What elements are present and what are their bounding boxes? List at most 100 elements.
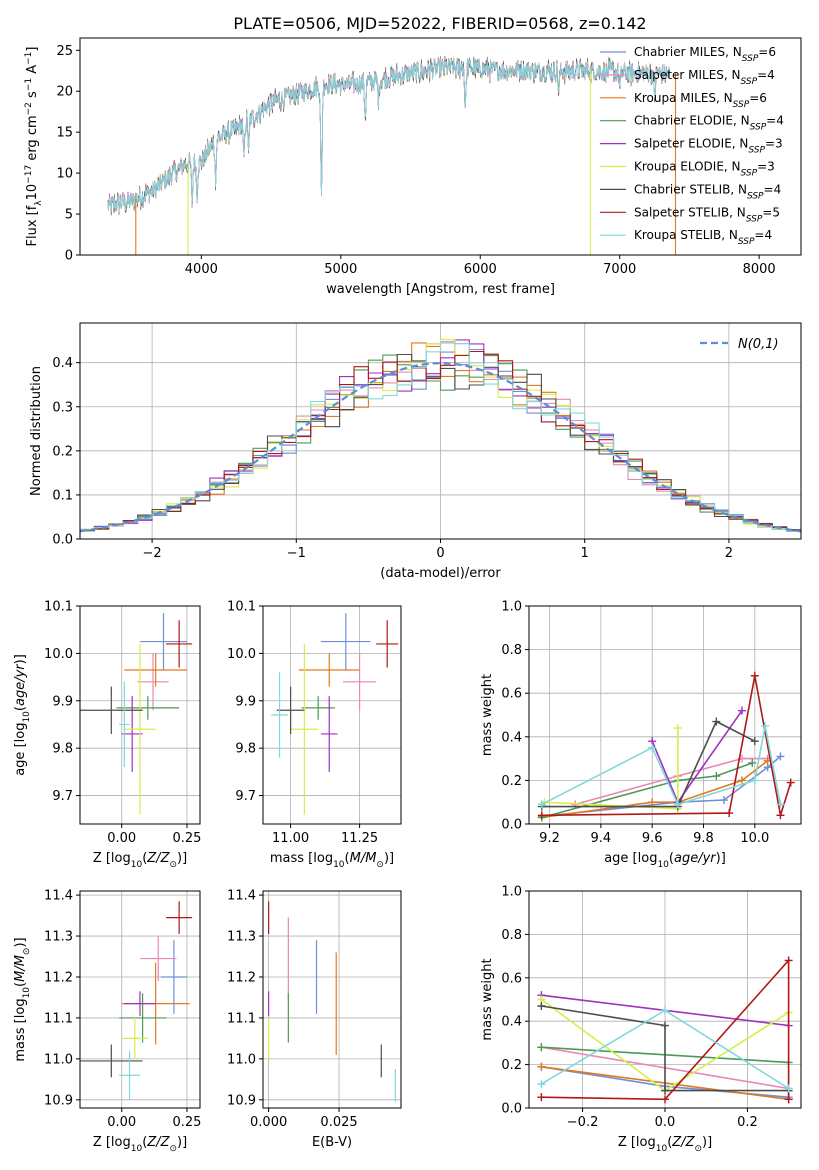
errorbar-point bbox=[119, 681, 130, 768]
x-tick-label: 9.6 bbox=[642, 831, 663, 846]
y-axis-label: Normed distribution bbox=[29, 366, 44, 496]
weight-marker bbox=[725, 809, 734, 818]
panel-mass_weight_vs_Z: −0.2 0.0 0.2 0.0 0.2 0.4 0.6 0.8 1.0 Z [log10(Z/Z… bbox=[480, 885, 802, 1154]
x-tick-label: 9.8 bbox=[693, 831, 714, 846]
errorbar-point bbox=[121, 1017, 148, 1059]
weight-marker bbox=[537, 1080, 546, 1089]
errorbar-point bbox=[166, 620, 193, 668]
weight-marker bbox=[537, 811, 546, 820]
panel-spectrum: 4000 5000 6000 7000 8000 0 5 10 15 20 25 wavelength… bbox=[24, 37, 802, 297]
weight-line-salpeter-stelib bbox=[541, 958, 790, 1101]
y-tick-label: 10.9 bbox=[44, 1093, 73, 1108]
x-tick-label: −2 bbox=[143, 546, 162, 561]
legend-nssp: 6 bbox=[768, 45, 776, 59]
y-axis-label: mass [log10(M/M⊙)] bbox=[13, 937, 32, 1061]
x-axis-label: E(B-V) bbox=[312, 1135, 352, 1150]
weight-marker bbox=[537, 1062, 546, 1071]
legend-label: N(0,1) bbox=[738, 337, 779, 352]
y-tick-label: 11.3 bbox=[44, 930, 73, 945]
errorbar-point bbox=[166, 901, 193, 934]
x-axis-label: wavelength [Angstrom, rest frame] bbox=[326, 282, 555, 297]
y-axis-label: mass weight bbox=[480, 674, 495, 756]
weight-line-kroupa-stelib bbox=[541, 725, 782, 806]
axes-frame bbox=[262, 890, 402, 1109]
x-axis-label: Z [log10(Z/Z⊙)] bbox=[93, 1135, 187, 1154]
weight-marker bbox=[712, 772, 721, 781]
x-axis-label: age [log10(age/yr)] bbox=[604, 851, 726, 870]
errorbar-point bbox=[137, 653, 169, 711]
weight-marker bbox=[784, 1084, 793, 1093]
y-tick-label: 0.0 bbox=[501, 818, 522, 833]
x-tick-label: 0 bbox=[436, 546, 444, 561]
weight-marker bbox=[648, 798, 657, 807]
weight-marker bbox=[786, 778, 795, 787]
weight-marker bbox=[784, 1095, 793, 1104]
errorbar-point bbox=[320, 696, 338, 772]
y-tick-label: 5 bbox=[65, 208, 73, 223]
weight-marker bbox=[661, 1086, 669, 1095]
errorbar-point bbox=[121, 696, 143, 772]
y-tick-label: 20 bbox=[56, 85, 73, 100]
axes-frame bbox=[262, 605, 402, 825]
y-tick-label: 11.0 bbox=[44, 1052, 73, 1067]
legend-label: Chabrier STELIB, NSSP=4 bbox=[634, 182, 781, 201]
weight-line-chabrier-elodie bbox=[541, 762, 753, 819]
y-tick-label: 10.1 bbox=[44, 600, 73, 615]
y-tick-label: 11.4 bbox=[227, 889, 256, 904]
legend-nssp: 3 bbox=[767, 160, 775, 174]
weight-marker bbox=[537, 1043, 546, 1052]
weight-marker bbox=[776, 752, 785, 761]
x-tick-label: 0.25 bbox=[172, 831, 201, 846]
x-tick-label: 11.00 bbox=[272, 831, 309, 846]
x-tick-label: 0.25 bbox=[172, 1115, 201, 1130]
weight-marker bbox=[537, 1002, 546, 1011]
y-tick-label: 11.3 bbox=[227, 930, 256, 945]
legend-label: Salpeter ELODIE, NSSP=3 bbox=[634, 137, 783, 156]
y-tick-label: 0.8 bbox=[501, 643, 522, 658]
x-tick-label: 4000 bbox=[185, 262, 218, 277]
y-tick-label: 0.2 bbox=[52, 444, 73, 459]
y-tick-label: 9.9 bbox=[52, 694, 73, 709]
panel-age_vs_Z: 0.00 0.25 9.7 9.8 9.9 10.0 10.1 Z [log10(Z/Z⊙)]… bbox=[13, 600, 201, 871]
x-tick-label: 0.2 bbox=[737, 1115, 758, 1130]
y-tick-label: 0.8 bbox=[501, 928, 522, 943]
plot-area bbox=[537, 956, 793, 1104]
legend-nssp: 5 bbox=[772, 205, 780, 219]
legend-label: Salpeter STELIB, NSSP=5 bbox=[634, 205, 780, 224]
plot-area bbox=[80, 338, 801, 534]
errorbar-point bbox=[80, 1044, 143, 1078]
y-tick-label: 1.0 bbox=[501, 885, 522, 900]
y-tick-label: 0.2 bbox=[501, 774, 522, 789]
errorbar-point bbox=[119, 993, 167, 1043]
y-tick-label: 10 bbox=[56, 167, 73, 182]
x-axis-label: (data-model)/error bbox=[380, 566, 501, 581]
weight-marker bbox=[720, 796, 729, 805]
weight-marker bbox=[776, 811, 785, 820]
weight-marker bbox=[750, 671, 759, 680]
x-tick-label: 0.025 bbox=[320, 1115, 357, 1130]
y-tick-label: 0.4 bbox=[501, 730, 522, 745]
errorbar-point bbox=[376, 620, 399, 668]
weight-marker bbox=[761, 721, 770, 730]
x-tick-label: 0.00 bbox=[107, 1115, 136, 1130]
plot-area bbox=[80, 901, 193, 1100]
y-tick-label: 1.0 bbox=[501, 600, 522, 615]
errorbar-point bbox=[80, 686, 143, 734]
weight-marker bbox=[737, 776, 746, 785]
y-tick-label: 10.0 bbox=[227, 647, 256, 662]
y-tick-label: 0.0 bbox=[501, 1102, 522, 1117]
legend-nssp: 4 bbox=[764, 228, 772, 242]
errorbar-point bbox=[119, 1050, 140, 1100]
weight-marker bbox=[673, 724, 682, 733]
plot-area bbox=[107, 55, 677, 255]
x-tick-label: 2 bbox=[725, 546, 733, 561]
errorbar-point bbox=[298, 653, 360, 687]
panel-mass_vs_ebv: 0.000 0.025 10.9 11.0 11.1 11.2 11.3 11.4 E(B-V) bbox=[227, 889, 402, 1150]
weight-marker bbox=[661, 1095, 669, 1104]
weight-marker bbox=[661, 1021, 669, 1030]
hist-salpeter-stelib bbox=[80, 350, 801, 534]
panel-mass_weight_vs_age: 9.2 9.4 9.6 9.8 10.0 0.0 0.2 0.4 0.6 0.8 1.0 age [l… bbox=[480, 600, 802, 870]
x-tick-label: 6000 bbox=[464, 262, 497, 277]
x-tick-label: 10.0 bbox=[740, 831, 769, 846]
legend-label: Kroupa STELIB, NSSP=4 bbox=[634, 228, 772, 247]
